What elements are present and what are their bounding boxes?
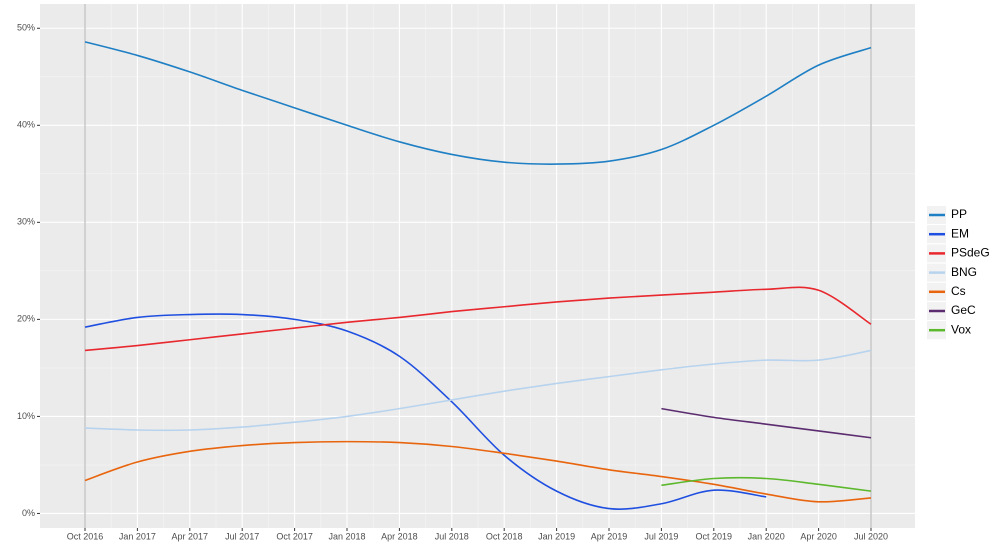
y-tick-label: 40% [17,120,35,130]
x-tick-label: Jan 2018 [328,531,365,541]
plot-background [40,4,915,528]
trend-line [661,407,872,439]
x-tick-label: Apr 2018 [381,531,418,541]
trend-line [84,286,872,352]
x-tick-label: Apr 2017 [172,531,209,541]
x-tick-label: Oct 2019 [696,531,733,541]
x-tick-label: Jul 2017 [225,531,259,541]
x-tick-label: Jan 2017 [119,531,156,541]
x-tick-label: Jan 2019 [538,531,575,541]
y-tick-label: 0% [22,508,35,518]
legend-label: BNG [951,265,977,279]
x-tick-label: Jul 2019 [644,531,678,541]
trend-line [84,349,872,432]
trend-line [84,41,872,165]
legend-label: Vox [951,322,971,336]
x-tick-label: Oct 2016 [67,531,104,541]
legend-label: EM [951,226,969,240]
x-tick-label: Jul 2018 [435,531,469,541]
x-tick-label: Oct 2018 [486,531,523,541]
legend-label: PSdeG [951,246,990,260]
legend-label: Cs [951,284,966,298]
y-tick-label: 20% [17,314,35,324]
y-tick-label: 30% [17,217,35,227]
x-tick-label: Oct 2017 [276,531,313,541]
x-tick-label: Jan 2020 [748,531,785,541]
trend-line [661,476,872,492]
x-tick-label: Jul 2020 [854,531,888,541]
y-tick-label: 10% [17,411,35,421]
legend-label: GeC [951,303,976,317]
trend-line [84,313,767,510]
x-tick-label: Apr 2019 [591,531,628,541]
x-tick-label: Apr 2020 [800,531,837,541]
trend-line [84,440,872,503]
y-tick-label: 50% [17,23,35,33]
legend-label: PP [951,207,967,221]
